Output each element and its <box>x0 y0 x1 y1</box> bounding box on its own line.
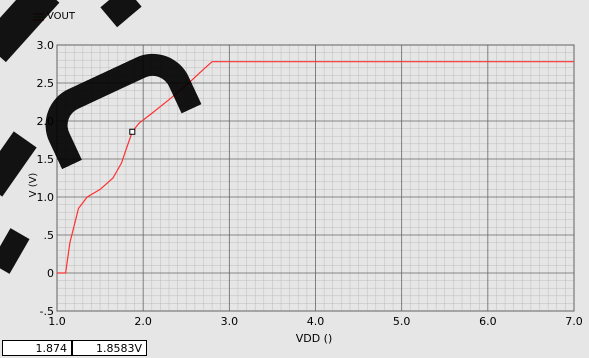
x-tick-label: 5.0 <box>393 315 411 328</box>
legend-swatch-icon <box>33 12 44 21</box>
y-tick-label: 2.5 <box>37 77 55 90</box>
x-axis-label: VDD () <box>296 332 333 345</box>
y-tick-label: 2.0 <box>37 115 55 128</box>
y-tick-label: 1.5 <box>37 153 55 166</box>
x-tick-label: 1.0 <box>48 315 66 328</box>
vout-trace[interactable] <box>57 61 574 274</box>
y-tick-label: 1.0 <box>37 191 55 204</box>
y-tick-label: 3.0 <box>37 39 55 52</box>
cursor-marker[interactable] <box>129 128 136 135</box>
x-tick-labels: 1.0 2.0 3.0 4.0 5.0 6.0 7.0 <box>48 315 583 328</box>
cursor-y-readout: 1.8583V <box>72 340 147 356</box>
y-tick-labels: -.5 0 .5 1.0 1.5 2.0 2.5 3.0 <box>37 39 55 318</box>
y-tick-label: .5 <box>44 229 55 242</box>
x-tick-label: 2.0 <box>134 315 152 328</box>
x-tick-label: 7.0 <box>565 315 583 328</box>
y-axis-label: V (V) <box>28 173 39 198</box>
legend[interactable]: VOUT <box>33 11 75 22</box>
x-tick-label: 3.0 <box>221 315 239 328</box>
y-tick-label: -.5 <box>40 305 54 318</box>
major-grid <box>56 44 575 312</box>
x-tick-label: 6.0 <box>479 315 497 328</box>
y-tick-label: 0 <box>47 267 54 280</box>
x-tick-label: 4.0 <box>307 315 325 328</box>
cursor-x-readout: 1.874 <box>2 340 72 356</box>
legend-label: VOUT <box>47 11 75 22</box>
